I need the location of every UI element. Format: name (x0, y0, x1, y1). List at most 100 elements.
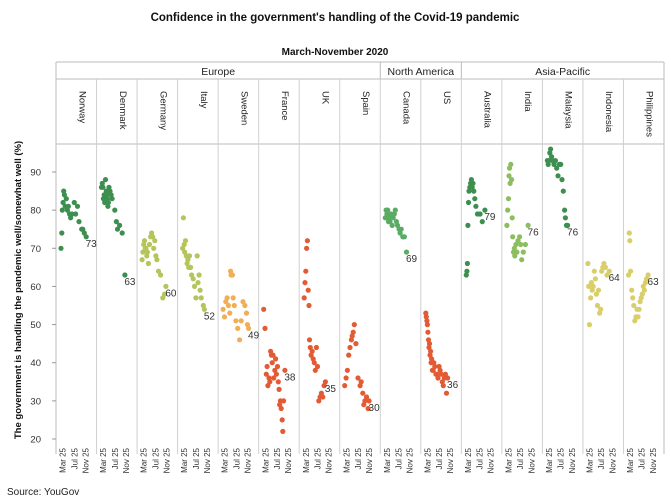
data-label: 52 (204, 311, 216, 322)
x-tick-label: Jul 25 (597, 447, 606, 469)
data-point (628, 268, 634, 274)
data-point (505, 207, 511, 213)
data-point (195, 280, 201, 286)
data-point (518, 241, 524, 248)
x-tick-label: Mar 25 (545, 447, 554, 472)
data-point (525, 222, 531, 228)
data-point (65, 203, 71, 209)
data-point (71, 199, 77, 206)
x-tick-label: Nov 25 (608, 447, 617, 473)
data-point (510, 234, 516, 240)
data-point (562, 215, 569, 221)
data-point (343, 375, 349, 381)
data-point (592, 276, 599, 282)
country-label: US (441, 91, 452, 104)
data-point (198, 295, 204, 301)
data-point (392, 207, 398, 213)
y-axis-label: The government is handling the pandemic … (13, 141, 24, 439)
data-point (235, 325, 241, 331)
data-point (636, 306, 642, 312)
data-point (141, 238, 148, 244)
x-tick-label: Jul 25 (557, 447, 566, 469)
data-label: 30 (369, 403, 381, 414)
x-tick-label: Mar 25 (302, 447, 311, 472)
data-point (304, 238, 310, 244)
country-label: Australia (482, 91, 493, 129)
data-point (362, 398, 368, 404)
data-point (424, 318, 430, 324)
data-point (229, 272, 235, 278)
data-point (264, 363, 270, 370)
x-tick-label: Nov 25 (325, 447, 334, 473)
data-point (272, 367, 278, 373)
data-point (594, 302, 601, 309)
data-point (423, 310, 429, 316)
y-axis: 20 30 40 50 60 70 80 90 (30, 168, 56, 446)
data-point (506, 173, 512, 179)
data-point (146, 241, 153, 248)
data-point (347, 344, 353, 351)
data-point (114, 226, 121, 232)
region-label: North America (388, 66, 455, 78)
x-tick-label: Jul 25 (395, 447, 404, 469)
data-point (152, 238, 158, 244)
data-point (632, 318, 638, 324)
x-tick-label: Jul 25 (476, 447, 485, 469)
x-tick-label: Jul 25 (70, 447, 79, 469)
data-point (517, 234, 523, 240)
data-point (112, 207, 118, 213)
data-point (311, 360, 317, 366)
country-label: India (522, 91, 533, 112)
x-tick-label: Jul 25 (435, 447, 444, 469)
data-point (282, 367, 288, 373)
data-point (274, 363, 281, 370)
source-note: Source: YouGov (7, 487, 79, 498)
data-point (150, 234, 156, 240)
data-point (519, 257, 525, 263)
x-tick-label: Jul 25 (516, 447, 525, 469)
data-point (595, 287, 602, 293)
data-point (350, 329, 356, 335)
x-tick-label: Mar 25 (261, 447, 270, 472)
data-point (554, 165, 560, 171)
data-point (221, 314, 228, 320)
chart-subtitle: March-November 2020 (282, 47, 389, 58)
country-label: UK (319, 91, 330, 105)
data-label: 49 (248, 330, 260, 341)
country-label: Spain (360, 91, 371, 115)
data-point (196, 272, 202, 278)
data-point (342, 383, 348, 389)
data-point (602, 264, 609, 270)
panel-header: Europe North America Asia-Pacific Norway Den… (55, 61, 665, 454)
data-point (586, 322, 593, 328)
data-point (555, 173, 561, 179)
data-point (424, 322, 430, 328)
data-point (224, 295, 230, 301)
data-point (513, 241, 519, 248)
data-point (387, 219, 393, 225)
data-label: 69 (406, 254, 418, 265)
data-point (237, 337, 243, 343)
data-point (522, 241, 529, 248)
data-label: 38 (284, 372, 296, 383)
gridlines (96, 79, 624, 454)
x-tick-label: Mar 25 (505, 447, 514, 472)
data-point (270, 352, 276, 358)
data-point (470, 180, 476, 186)
data-point (273, 371, 279, 377)
data-point (122, 272, 128, 278)
data-point (231, 302, 237, 309)
data-label: 64 (609, 273, 621, 284)
data-point (389, 222, 395, 228)
data-point (76, 219, 82, 225)
data-point (201, 306, 207, 312)
data-point (606, 268, 612, 274)
data-point (443, 390, 450, 396)
country-label: Canada (401, 91, 412, 125)
data-label: 36 (447, 380, 459, 391)
country-label: Norway (76, 91, 87, 123)
data-point (63, 196, 69, 202)
x-tick-label: Mar 25 (342, 447, 351, 472)
data-point (113, 219, 119, 225)
